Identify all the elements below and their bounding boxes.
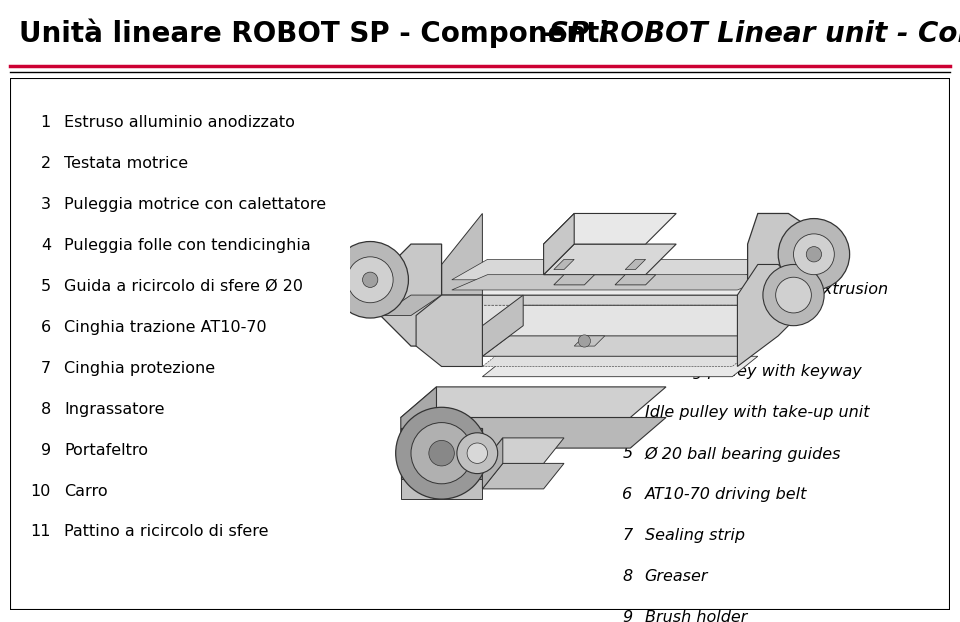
Text: SP ROBOT Linear unit - Components: SP ROBOT Linear unit - Components: [549, 19, 960, 48]
Text: Ø 20 ball bearing guides: Ø 20 ball bearing guides: [645, 447, 841, 462]
Text: Brush holder: Brush holder: [645, 610, 747, 622]
Circle shape: [429, 440, 454, 466]
Text: 1: 1: [622, 282, 633, 297]
Polygon shape: [574, 336, 605, 346]
Polygon shape: [543, 244, 676, 275]
Text: Puleggia motrice con calettatore: Puleggia motrice con calettatore: [64, 197, 326, 212]
Polygon shape: [380, 244, 442, 346]
Text: 10: 10: [31, 483, 51, 498]
Circle shape: [806, 246, 822, 262]
Circle shape: [348, 257, 394, 303]
Polygon shape: [482, 356, 757, 377]
Circle shape: [468, 443, 488, 463]
Text: 5: 5: [41, 279, 51, 294]
Polygon shape: [482, 305, 779, 336]
Circle shape: [776, 277, 811, 313]
Polygon shape: [400, 428, 482, 479]
Text: Driving head: Driving head: [645, 323, 748, 338]
Polygon shape: [400, 479, 482, 499]
Text: 11: 11: [31, 524, 51, 539]
Text: Guida a ricircolo di sfere Ø 20: Guida a ricircolo di sfere Ø 20: [64, 279, 303, 294]
Text: 4: 4: [41, 238, 51, 253]
Polygon shape: [737, 264, 799, 366]
Text: 3: 3: [41, 197, 51, 212]
Text: Cinghia protezione: Cinghia protezione: [64, 361, 215, 376]
Circle shape: [332, 241, 408, 318]
Polygon shape: [543, 213, 574, 275]
Polygon shape: [482, 326, 779, 356]
Text: 4: 4: [622, 406, 633, 420]
Polygon shape: [625, 259, 646, 269]
Text: Testata motrice: Testata motrice: [64, 156, 188, 171]
Text: Estruso alluminio anodizzato: Estruso alluminio anodizzato: [64, 115, 295, 130]
Polygon shape: [482, 346, 757, 366]
Polygon shape: [400, 417, 666, 448]
Polygon shape: [452, 259, 773, 280]
Text: Sealing strip: Sealing strip: [645, 528, 745, 543]
Text: 2: 2: [622, 323, 633, 338]
Circle shape: [794, 234, 834, 275]
Text: Ingrassatore: Ingrassatore: [64, 402, 165, 417]
Circle shape: [457, 433, 497, 473]
Text: Carro: Carro: [64, 483, 108, 498]
Text: 9: 9: [622, 610, 633, 622]
Text: Anodised aluminium extrusion: Anodised aluminium extrusion: [645, 282, 889, 297]
Circle shape: [779, 218, 850, 290]
Polygon shape: [615, 275, 656, 285]
Polygon shape: [442, 295, 788, 326]
Text: 6: 6: [622, 487, 633, 502]
Text: Idle pulley with take-up unit: Idle pulley with take-up unit: [645, 406, 869, 420]
Text: -: -: [523, 19, 573, 48]
Text: 9: 9: [41, 443, 51, 458]
Polygon shape: [442, 264, 788, 295]
Text: 2: 2: [41, 156, 51, 171]
Circle shape: [396, 407, 488, 499]
Polygon shape: [400, 387, 666, 417]
Text: Driving pulley with keyway: Driving pulley with keyway: [645, 364, 861, 379]
Text: 1: 1: [40, 115, 51, 130]
Circle shape: [763, 264, 824, 326]
Polygon shape: [380, 295, 442, 315]
Text: 7: 7: [41, 361, 51, 376]
Polygon shape: [482, 438, 564, 463]
Polygon shape: [442, 305, 788, 336]
Text: Cinghia trazione AT10-70: Cinghia trazione AT10-70: [64, 320, 267, 335]
Text: Puleggia folle con tendicinghia: Puleggia folle con tendicinghia: [64, 238, 311, 253]
Text: 7: 7: [622, 528, 633, 543]
Text: 3: 3: [622, 364, 633, 379]
Text: AT10-70 driving belt: AT10-70 driving belt: [645, 487, 807, 502]
Polygon shape: [452, 275, 773, 290]
Polygon shape: [482, 295, 523, 356]
Circle shape: [411, 422, 472, 484]
Text: 8: 8: [40, 402, 51, 417]
Text: Unità lineare ROBOT SP - Componenti: Unità lineare ROBOT SP - Componenti: [19, 19, 610, 49]
Text: Portafeltro: Portafeltro: [64, 443, 148, 458]
Circle shape: [578, 335, 590, 347]
Polygon shape: [482, 438, 503, 489]
Polygon shape: [482, 463, 564, 489]
Text: 8: 8: [622, 569, 633, 584]
Polygon shape: [554, 259, 574, 269]
Circle shape: [363, 272, 378, 287]
Polygon shape: [442, 213, 482, 326]
Text: Greaser: Greaser: [645, 569, 708, 584]
Text: 6: 6: [41, 320, 51, 335]
Text: Pattino a ricircolo di sfere: Pattino a ricircolo di sfere: [64, 524, 269, 539]
Polygon shape: [416, 295, 482, 366]
Polygon shape: [554, 275, 594, 285]
Polygon shape: [543, 213, 676, 244]
Polygon shape: [400, 387, 437, 448]
Text: 5: 5: [622, 447, 633, 462]
Polygon shape: [748, 213, 819, 336]
